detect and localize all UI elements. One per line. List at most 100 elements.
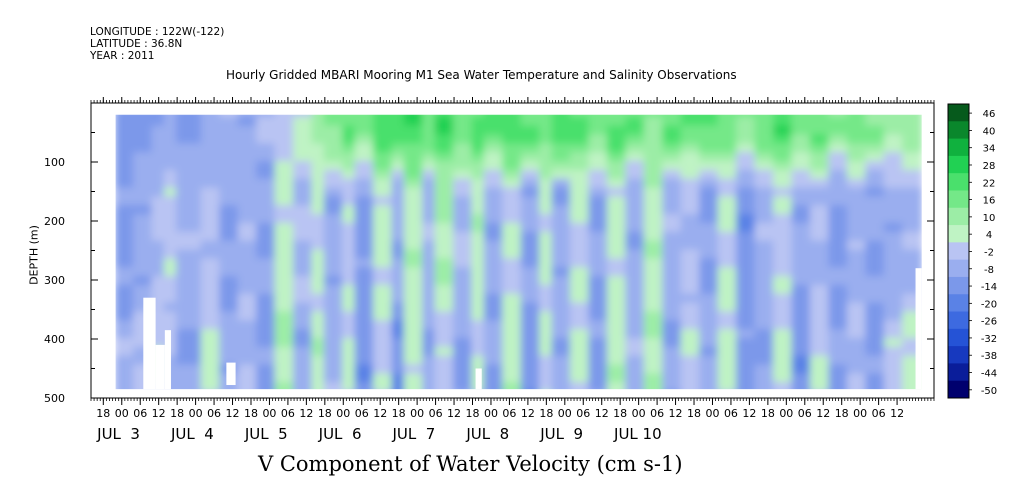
heatmap-cell bbox=[865, 134, 886, 146]
heatmap-cell bbox=[274, 276, 296, 287]
heatmap-cell bbox=[828, 258, 849, 270]
heatmap-cell bbox=[483, 355, 505, 367]
heatmap-cell bbox=[342, 178, 357, 190]
heatmap-cell bbox=[163, 249, 179, 261]
heatmap-cell bbox=[625, 178, 646, 190]
heatmap-cell bbox=[865, 267, 886, 279]
heatmap-cell bbox=[680, 284, 702, 296]
heatmap-cell bbox=[606, 205, 628, 217]
heatmap-cell bbox=[354, 222, 376, 234]
heatmap-cell bbox=[403, 205, 425, 217]
heatmap-cell bbox=[237, 196, 259, 208]
heatmap-cell bbox=[791, 152, 812, 163]
heatmap-cell bbox=[773, 355, 794, 367]
heatmap-cell bbox=[773, 178, 794, 190]
heatmap-cell bbox=[434, 125, 456, 137]
heatmap-cell bbox=[791, 338, 812, 349]
heatmap-cell bbox=[403, 178, 425, 190]
heatmap-cell bbox=[453, 284, 474, 296]
heatmap-cell bbox=[311, 152, 326, 163]
heatmap-cell bbox=[453, 355, 474, 367]
x-day-label: JUL 8 bbox=[465, 425, 509, 443]
x-tick-label: 18 bbox=[687, 407, 701, 420]
colorbar-swatch bbox=[948, 104, 969, 122]
heatmap-cell bbox=[483, 267, 505, 279]
x-day-label: JUL 3 bbox=[96, 425, 140, 443]
heatmap-cell bbox=[403, 267, 425, 279]
heatmap-cell bbox=[219, 187, 240, 199]
heatmap-cell bbox=[219, 267, 240, 279]
colorbar-swatch bbox=[948, 276, 969, 295]
heatmap-cell bbox=[293, 116, 314, 128]
heatmap-cell bbox=[502, 302, 523, 314]
heatmap-cell bbox=[219, 125, 240, 137]
heatmap-cell bbox=[680, 249, 702, 261]
heatmap-cell bbox=[237, 293, 259, 305]
heatmap-cell bbox=[373, 152, 394, 163]
heatmap-cell bbox=[625, 373, 646, 385]
heatmap-cell bbox=[754, 364, 776, 376]
heatmap-cell bbox=[717, 169, 739, 181]
heatmap-cell bbox=[163, 134, 179, 146]
heatmap-cell bbox=[200, 214, 222, 225]
heatmap-cell bbox=[828, 152, 849, 163]
heatmap-cell bbox=[471, 196, 486, 208]
heatmap-cell bbox=[422, 355, 437, 367]
heatmap-cell bbox=[736, 364, 757, 376]
heatmap-cell bbox=[293, 258, 314, 270]
colorbar-label: -26 bbox=[981, 317, 997, 328]
heatmap-cell bbox=[471, 311, 486, 323]
heatmap-cell bbox=[471, 178, 486, 190]
heatmap-cell bbox=[569, 364, 591, 376]
heatmap-cell bbox=[133, 196, 154, 208]
heatmap-cell bbox=[373, 240, 394, 252]
heatmap-cell bbox=[606, 134, 628, 146]
heatmap-cell bbox=[520, 169, 542, 181]
heatmap-cell bbox=[256, 152, 277, 163]
heatmap-cell bbox=[699, 293, 720, 305]
heatmap-cell bbox=[200, 382, 222, 390]
heatmap-cell bbox=[754, 302, 776, 314]
heatmap-cell bbox=[736, 125, 757, 137]
heatmap-cell bbox=[539, 276, 554, 287]
heatmap-cell bbox=[151, 293, 166, 305]
heatmap-cell bbox=[471, 214, 486, 225]
colorbar-swatch bbox=[948, 259, 969, 278]
heatmap-cell bbox=[453, 364, 474, 376]
heatmap-cell bbox=[403, 276, 425, 287]
colorbar-swatch bbox=[948, 173, 969, 191]
x-tick-label: 12 bbox=[152, 407, 166, 420]
heatmap-cell bbox=[699, 231, 720, 243]
heatmap-cell bbox=[606, 267, 628, 279]
heatmap-cell bbox=[176, 311, 203, 323]
heatmap-cell bbox=[274, 222, 296, 234]
heatmap-cell bbox=[717, 373, 739, 385]
heatmap-cell bbox=[434, 169, 456, 181]
heatmap-cell bbox=[902, 311, 922, 323]
heatmap-cell bbox=[176, 169, 203, 181]
x-tick-label: 06 bbox=[429, 407, 443, 420]
heatmap-cell bbox=[717, 187, 739, 199]
heatmap-cell bbox=[342, 258, 357, 270]
heatmap-cell bbox=[680, 116, 702, 128]
heatmap-cell bbox=[237, 364, 259, 376]
heatmap-cell bbox=[606, 125, 628, 137]
heatmap-cell bbox=[237, 134, 259, 146]
heatmap-cell bbox=[754, 240, 776, 252]
heatmap-cell bbox=[391, 187, 406, 199]
heatmap-cell bbox=[323, 152, 345, 163]
heatmap-cell bbox=[643, 338, 665, 349]
heatmap-cell bbox=[754, 293, 776, 305]
heatmap-cell bbox=[151, 178, 166, 190]
heatmap-cell bbox=[502, 338, 523, 349]
heatmap-cell bbox=[643, 320, 665, 332]
heatmap-cell bbox=[115, 231, 136, 243]
heatmap-cell bbox=[902, 382, 922, 390]
heatmap-cell bbox=[699, 116, 720, 128]
heatmap-cell bbox=[754, 249, 776, 261]
heatmap-cell bbox=[809, 311, 831, 323]
heatmap-cell bbox=[736, 258, 757, 270]
heatmap-cell bbox=[311, 240, 326, 252]
heatmap-cell bbox=[809, 222, 831, 234]
